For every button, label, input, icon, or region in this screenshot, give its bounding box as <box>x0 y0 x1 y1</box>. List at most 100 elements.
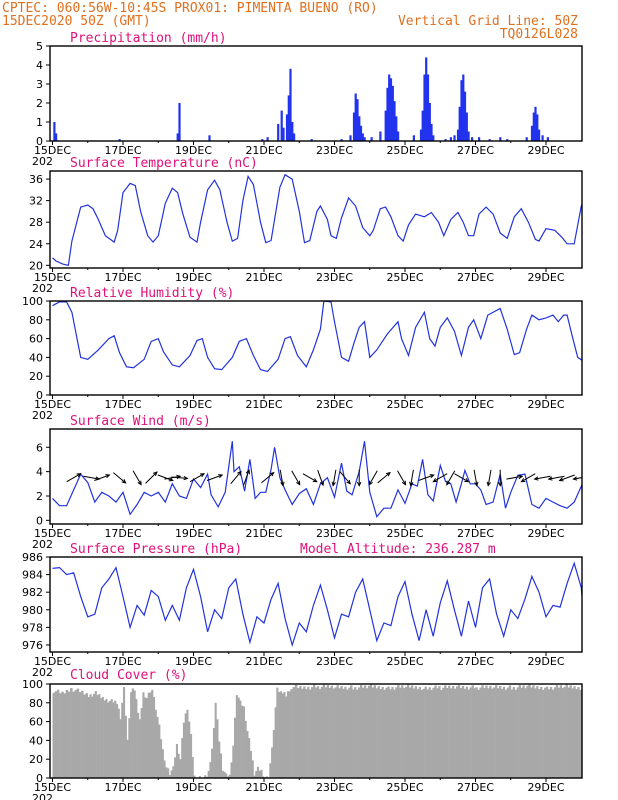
cloud-bar <box>579 689 582 778</box>
cloud-bar <box>454 688 457 778</box>
rh-ytick-label: 40 <box>29 351 43 364</box>
precip-bar <box>354 93 357 141</box>
cloud-bar <box>577 687 580 778</box>
cloud-bar <box>369 684 373 778</box>
cloud-bar <box>179 759 182 778</box>
temp-series-line <box>52 173 582 267</box>
wind-arrow-head <box>331 481 336 487</box>
wind-arrow <box>302 473 318 483</box>
cloud-bar <box>540 686 543 778</box>
wind-arrow <box>368 470 378 485</box>
wind-arrow-head <box>533 476 539 481</box>
cloud-xtick-label: 19DEC <box>175 781 212 794</box>
cloud-bar <box>288 691 291 778</box>
cloud-bar <box>78 692 82 778</box>
rh-ytick-label: 0 <box>36 389 43 402</box>
precip-bar <box>176 133 179 141</box>
wind-arrow-head <box>474 481 479 487</box>
cloud-bar <box>352 689 355 778</box>
rh-plot-area <box>52 301 582 373</box>
cloud-bar <box>63 693 66 778</box>
cloud-bar <box>290 689 293 778</box>
cloud-bar <box>332 688 335 778</box>
cloud-bar <box>538 689 541 778</box>
cloud-bar <box>522 685 525 778</box>
cloud-bar <box>283 692 286 778</box>
cloud-bar <box>430 690 433 778</box>
rh-ytick-label: 100 <box>22 295 43 308</box>
cloud-bar <box>147 692 150 778</box>
cloud-bar <box>114 700 117 778</box>
wind-arrow <box>230 471 242 485</box>
cloud-bar <box>241 705 244 778</box>
cloud-bar <box>198 776 201 778</box>
cloud-bar <box>375 688 378 778</box>
cloud-bar <box>446 688 449 778</box>
cloud-bar <box>516 687 519 778</box>
cloud-bar <box>553 687 557 778</box>
cloud-bar <box>72 691 75 778</box>
cloud-bar <box>336 685 339 778</box>
precip-bar <box>310 139 313 141</box>
precip-bar <box>456 129 460 141</box>
wind-arrow <box>206 474 223 481</box>
cloud-bar <box>408 687 412 778</box>
cloud-bar <box>481 685 484 778</box>
precip-bar <box>280 110 283 141</box>
rh-year-fragment: 202 <box>32 409 53 422</box>
cloud-bar <box>163 760 166 778</box>
cloud-bar <box>160 739 163 778</box>
wind-arrow-head <box>312 478 318 483</box>
precip-bar <box>277 123 280 141</box>
wind-arrow <box>145 471 158 484</box>
precip-bar <box>397 131 400 141</box>
cloud-bar <box>285 696 288 778</box>
cloud-bar <box>320 686 324 778</box>
cloud-bar <box>67 691 71 778</box>
cloud-bar <box>112 702 115 778</box>
cloud-bar <box>191 757 194 778</box>
cloud-bar <box>326 685 329 778</box>
cloud-bar <box>131 688 134 778</box>
cloud-bar <box>524 688 527 778</box>
cloud-ytick-label: 0 <box>36 772 43 785</box>
precip-bar <box>465 112 468 141</box>
cloud-bar <box>177 753 180 778</box>
cloud-bar <box>299 686 302 778</box>
cloud-bar <box>313 684 316 778</box>
cloud-bar <box>314 687 318 778</box>
wind-xtick-label: 25DEC <box>386 527 423 540</box>
precip-ytick-label: 4 <box>36 59 43 72</box>
precip-bar <box>208 135 211 141</box>
cloud-bar <box>107 702 110 778</box>
cloud-bar <box>455 686 459 778</box>
cloud-bar <box>401 685 404 778</box>
wind-arrow <box>132 470 142 485</box>
cloud-bar <box>98 694 101 778</box>
precip-bar <box>432 135 435 141</box>
cloud-bar <box>167 768 170 778</box>
precip-xtick-label: 17DEC <box>104 144 141 157</box>
cloud-bar <box>549 687 553 778</box>
wind-arrow-head <box>518 474 524 480</box>
cloud-bar <box>297 688 300 778</box>
cloud-bar <box>518 685 521 778</box>
cloud-bar <box>101 697 104 778</box>
cloud-bar <box>495 685 498 778</box>
wind-ytick-label: 6 <box>36 441 43 454</box>
cloud-bar <box>563 686 566 778</box>
cloud-bar <box>271 747 274 778</box>
cloud-bar <box>227 776 230 778</box>
cloud-bar <box>278 692 281 778</box>
cloud-bar <box>76 688 80 778</box>
cloud-bar <box>571 688 574 778</box>
cloud-bar <box>548 689 551 778</box>
cloud-bar <box>475 687 478 778</box>
cloud-bar <box>501 688 504 778</box>
wind-arrow-head <box>137 480 142 486</box>
cloud-bar <box>346 689 349 778</box>
cloud-bar <box>393 689 396 778</box>
cloud-bar <box>186 709 189 778</box>
wind-xtick-label: 21DEC <box>245 527 282 540</box>
precip-bar <box>293 133 296 141</box>
